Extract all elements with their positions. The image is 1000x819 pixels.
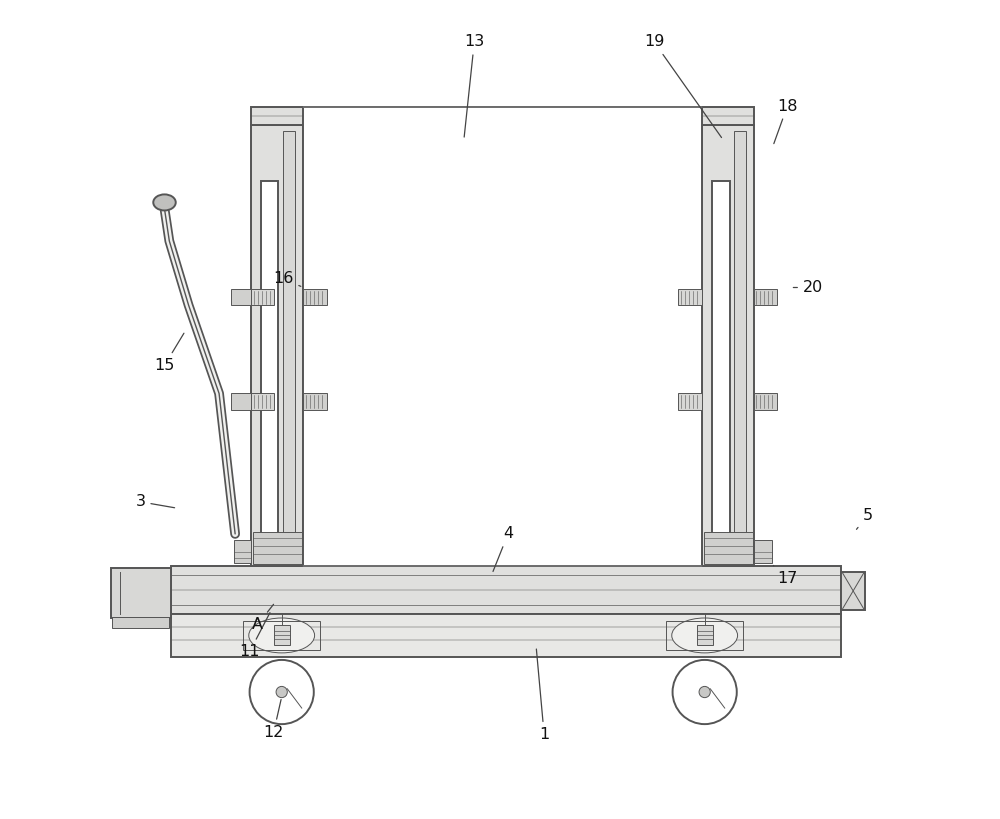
Bar [303,289,327,305]
Circle shape [673,660,737,724]
Text: 1: 1 [536,649,549,742]
Bar [704,532,753,564]
Bar [754,541,772,563]
Bar [697,626,713,645]
Bar [251,107,754,124]
Text: 13: 13 [464,34,484,137]
Text: 4: 4 [493,527,513,572]
Bar [712,181,730,554]
Text: 3: 3 [135,495,175,509]
Bar [754,289,777,305]
Text: A: A [252,604,274,632]
Ellipse shape [153,194,176,210]
Circle shape [250,660,314,724]
Bar [231,393,251,410]
Bar [754,393,777,410]
Bar [251,289,274,305]
Bar [678,393,702,410]
Text: 16: 16 [273,271,301,287]
Bar [112,618,169,628]
Ellipse shape [249,618,315,653]
Bar [251,393,274,410]
Bar [231,289,251,305]
Bar [303,393,327,410]
Text: 17: 17 [773,565,798,586]
Circle shape [699,686,710,698]
Bar [678,289,702,305]
Text: 20: 20 [793,280,823,295]
Text: 19: 19 [644,34,722,138]
Text: 15: 15 [154,333,184,373]
Circle shape [276,686,287,698]
Bar [841,572,865,610]
Bar [243,621,320,650]
Text: 11: 11 [239,613,270,659]
Bar [253,532,302,564]
Bar [251,124,303,566]
Bar [734,131,746,559]
Bar [111,568,171,618]
Bar [702,124,754,566]
Bar [171,566,841,614]
Bar [261,181,278,554]
Bar [234,541,251,563]
Bar [283,131,295,559]
Text: 18: 18 [774,98,798,143]
Text: 5: 5 [856,508,873,529]
Ellipse shape [672,618,738,653]
Bar [171,614,841,657]
Bar [303,107,702,566]
Bar [666,621,743,650]
Text: 12: 12 [263,699,284,740]
Bar [274,626,290,645]
